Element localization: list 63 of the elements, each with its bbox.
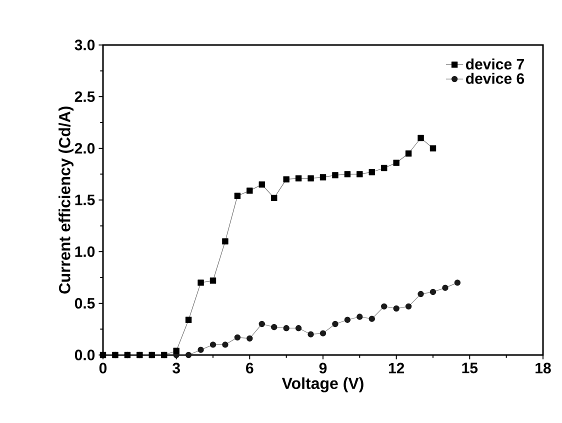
point <box>454 280 461 286</box>
point <box>332 320 338 328</box>
point <box>173 348 180 354</box>
point <box>283 176 290 182</box>
y-tick-label: 1.5 <box>75 194 95 206</box>
point <box>198 346 204 353</box>
point <box>222 342 228 348</box>
point <box>368 169 375 176</box>
point <box>246 335 253 342</box>
point <box>405 303 412 310</box>
point <box>430 288 436 296</box>
point <box>271 324 278 330</box>
legend-label: device 7 <box>466 58 524 70</box>
point <box>418 134 424 142</box>
legend-label: device 6 <box>466 72 524 84</box>
point <box>185 316 192 323</box>
point <box>344 316 351 323</box>
point <box>258 181 265 188</box>
point <box>430 145 436 152</box>
point <box>344 171 351 178</box>
x-tick-label: 9 <box>319 362 327 374</box>
y-tick-label: 1.0 <box>75 246 95 257</box>
y-tick-label: 0.5 <box>74 298 95 309</box>
point <box>393 305 400 312</box>
point <box>308 331 314 338</box>
point <box>308 175 314 182</box>
point <box>320 174 326 180</box>
point <box>271 194 278 202</box>
point <box>222 238 228 244</box>
point <box>234 334 241 341</box>
point <box>210 278 216 284</box>
x-tick-label: 0 <box>99 362 107 374</box>
point <box>198 280 204 286</box>
point <box>405 150 412 157</box>
y-tick-label: 3.0 <box>74 40 95 50</box>
point <box>210 342 216 348</box>
x-tick-label: 18 <box>536 362 551 374</box>
point <box>258 320 265 328</box>
point <box>393 160 400 166</box>
x-tick-label: 12 <box>388 362 404 374</box>
y-axis-title: Current efficiency (Cd/A) <box>58 106 74 294</box>
x-tick-label: 15 <box>462 362 478 374</box>
x-axis-title: Voltage (V) <box>282 377 364 392</box>
point <box>283 325 290 332</box>
point <box>295 325 302 332</box>
point <box>381 303 388 310</box>
point <box>356 314 363 320</box>
y-tick-label: 2.0 <box>74 143 95 154</box>
point <box>234 192 241 199</box>
point <box>185 352 192 358</box>
point <box>418 290 424 298</box>
point <box>356 171 363 178</box>
point <box>295 175 302 182</box>
point <box>246 188 253 194</box>
point <box>320 330 326 336</box>
point <box>332 172 338 178</box>
x-tick-label: 6 <box>246 362 254 374</box>
point <box>442 284 448 291</box>
point <box>381 164 388 172</box>
x-tick-label: 3 <box>172 362 180 374</box>
y-tick-label: 2.5 <box>74 91 95 102</box>
point <box>368 316 375 322</box>
y-tick-label: 0.0 <box>74 350 95 360</box>
